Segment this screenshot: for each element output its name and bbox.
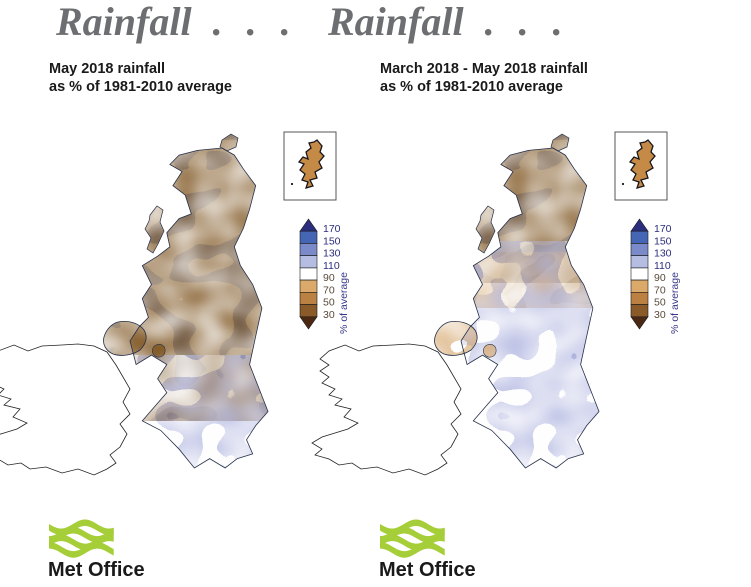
svg-text:Met Office: Met Office	[379, 559, 476, 581]
svg-text:30: 30	[323, 309, 335, 321]
svg-text:110: 110	[654, 260, 671, 272]
svg-text:30: 30	[654, 309, 666, 321]
svg-text:% of average: % of average	[338, 272, 350, 334]
svg-text:% of average: % of average	[669, 272, 681, 334]
svg-text:170: 170	[323, 223, 341, 235]
svg-text:90: 90	[654, 272, 666, 284]
svg-text:150: 150	[654, 236, 672, 248]
svg-text:50: 50	[654, 297, 666, 309]
svg-text:170: 170	[654, 223, 672, 235]
svg-text:70: 70	[323, 284, 335, 296]
svg-text:70: 70	[654, 284, 666, 296]
svg-text:150: 150	[323, 236, 341, 248]
svg-text:90: 90	[323, 272, 335, 284]
svg-text:110: 110	[323, 260, 340, 272]
svg-text:50: 50	[323, 297, 335, 309]
svg-text:Met Office: Met Office	[48, 559, 145, 581]
svg-text:130: 130	[323, 248, 341, 260]
svg-text:130: 130	[654, 248, 672, 260]
